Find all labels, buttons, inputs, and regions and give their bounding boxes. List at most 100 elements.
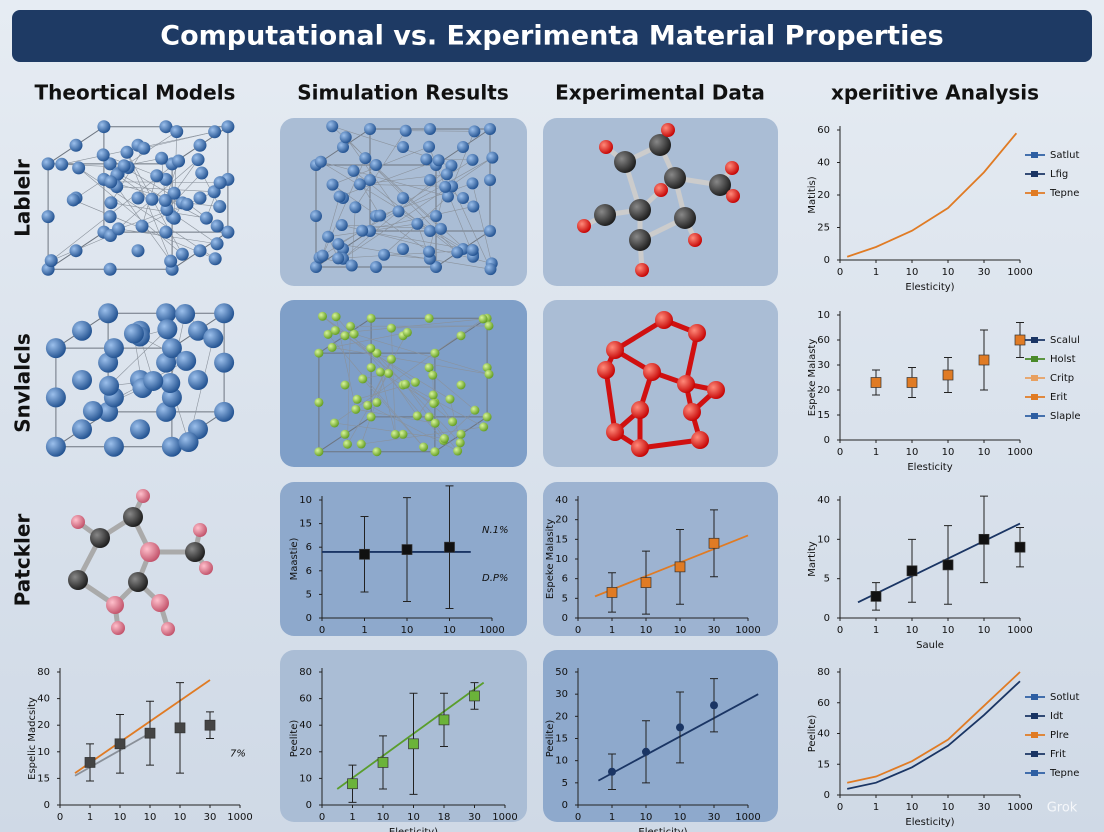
atom (430, 447, 440, 457)
legend-swatch (1031, 171, 1038, 177)
atom (175, 247, 189, 261)
atom (104, 196, 118, 210)
atom (176, 350, 197, 371)
atom (349, 201, 362, 214)
atom (430, 261, 442, 273)
y-tick-label: 0 (562, 613, 568, 624)
x-tick-label: 10 (443, 625, 456, 636)
bond (362, 230, 473, 251)
atom (44, 254, 58, 268)
bond (126, 152, 171, 262)
atom (456, 380, 466, 390)
atom (167, 211, 181, 225)
atom (316, 249, 329, 262)
y-tick-label: 25 (817, 223, 830, 234)
atom (424, 123, 436, 135)
atom (72, 370, 92, 390)
atom (145, 192, 159, 206)
x-tick-label: 1000 (227, 812, 252, 823)
point (978, 354, 990, 366)
y-tick-label: 40 (37, 694, 50, 705)
bond (332, 347, 490, 375)
y-tick-label: 6 (306, 542, 312, 553)
atom (398, 429, 408, 439)
bond (78, 167, 183, 255)
y-tick-label: 40 (299, 720, 312, 731)
bond (351, 207, 356, 266)
atom (397, 141, 409, 153)
x-tick-label: 10 (942, 802, 955, 813)
atom (330, 325, 340, 335)
atom (160, 373, 181, 394)
x-tick-label: 0 (837, 802, 843, 813)
x-tick-label: 1000 (1007, 802, 1032, 813)
atom (41, 157, 55, 171)
atom (156, 303, 177, 324)
atom (577, 219, 591, 233)
atom (98, 303, 119, 324)
x-tick-label: 30 (708, 812, 721, 823)
y-tick-label: 20 (817, 385, 830, 396)
y-tick-label: 20 (299, 747, 312, 758)
atom (691, 431, 709, 449)
y-tick-label: 10 (299, 773, 312, 784)
bond (61, 163, 129, 168)
x-tick-label: 10 (906, 802, 919, 813)
point (710, 701, 718, 710)
x-tick-label: 1 (873, 267, 879, 278)
y-tick-label: 15 (555, 534, 568, 545)
atom (456, 429, 466, 439)
x-tick-label: 18 (438, 812, 451, 823)
point (906, 377, 918, 388)
atom (429, 398, 439, 408)
x-tick-label: 10 (144, 812, 157, 823)
atom (386, 354, 396, 364)
atom (434, 222, 447, 235)
atom (185, 542, 205, 562)
atom (726, 189, 740, 203)
atom (635, 263, 649, 277)
atom (372, 447, 382, 457)
x-tick-label: 10 (906, 625, 919, 636)
atom (386, 323, 396, 333)
y-tick-label: 60 (817, 125, 830, 136)
atom (400, 379, 410, 389)
atom (468, 125, 481, 138)
atom (111, 621, 125, 635)
atom (661, 123, 675, 137)
y-tick-label: 5 (824, 574, 830, 585)
annotation: N.1% (482, 525, 509, 536)
column-header: Simulation Results (297, 81, 508, 105)
x-tick-label: 10 (407, 812, 420, 823)
legend-label: Idt (1050, 711, 1063, 722)
atom (709, 174, 731, 196)
atom (128, 572, 148, 592)
x-tick-label: 1 (87, 812, 93, 823)
legend-swatch (1031, 394, 1038, 400)
y-tick-label: 15 (37, 773, 50, 784)
bond (405, 130, 475, 132)
atom (424, 412, 434, 422)
legend-swatch (1031, 375, 1038, 381)
atom (151, 594, 169, 612)
bond (320, 161, 449, 197)
atom (155, 151, 169, 165)
panel-bg (280, 650, 527, 822)
y-tick-label: 40 (817, 729, 830, 740)
x-tick-label: 1000 (479, 625, 504, 636)
atom (41, 210, 55, 224)
point (642, 747, 650, 756)
atom (180, 197, 194, 211)
atom (329, 418, 339, 428)
atom (103, 262, 117, 276)
legend-swatch (1031, 751, 1038, 757)
point (1014, 541, 1026, 553)
legend-label: Lfig (1050, 169, 1068, 180)
x-tick-label: 10 (401, 625, 414, 636)
atom (629, 229, 651, 251)
atom (428, 390, 438, 400)
point (708, 537, 720, 549)
atom (441, 190, 454, 203)
y-tick-label: 5 (562, 778, 568, 789)
atom (310, 210, 322, 222)
